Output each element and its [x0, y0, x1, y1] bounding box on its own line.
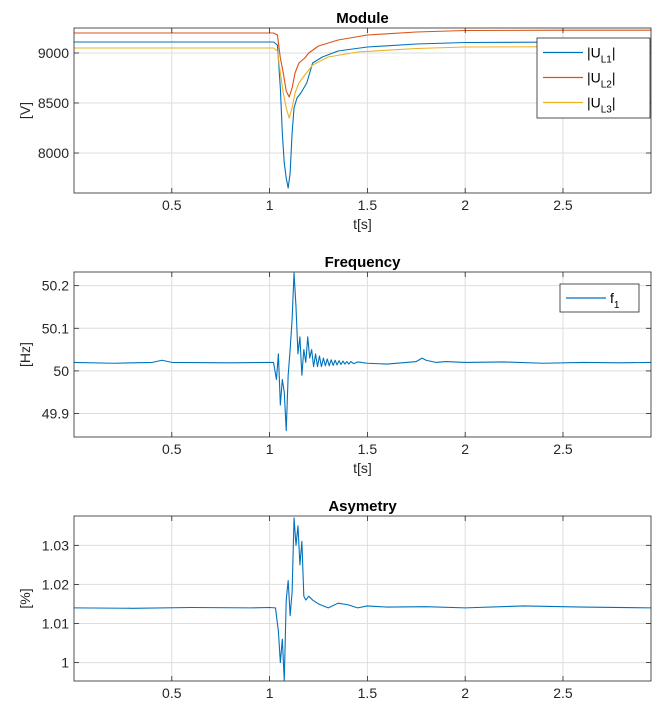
x-tick-label: 2 — [461, 685, 469, 701]
legend-entry-suffix: | — [612, 45, 616, 61]
chart-panel-0: 0.5 1 1.5 2 2.5800085009000Modulet[s][V]|UL1… — [17, 10, 652, 232]
y-tick-label: 1.01 — [42, 616, 69, 632]
legend-entry-2: |UL3| — [587, 95, 616, 116]
x-tick-label: 2.5 — [553, 197, 573, 213]
legend-entry-1: |UL2| — [587, 70, 616, 91]
legend: |UL1||UL2||UL3| — [536, 37, 651, 119]
x-tick-label: 1 — [266, 685, 274, 701]
legend-entry-0: f1 — [610, 290, 620, 311]
plot-area — [74, 272, 651, 437]
y-axis-label: [V] — [17, 102, 33, 119]
legend-entry-0: |UL1| — [587, 45, 616, 66]
x-tick-label: 2 — [461, 441, 469, 457]
legend-entry-suffix: | — [612, 70, 616, 86]
legend-entry-name: |U — [587, 95, 601, 111]
x-tick-label: 1 — [266, 441, 274, 457]
chart-panel-2: 0.5 1 1.5 2 2.5 1 1.01 1.02 1.03 Asymetry [%] — [17, 498, 652, 701]
y-tick-label: 1.03 — [42, 537, 69, 553]
y-axis-label: [Hz] — [17, 342, 33, 367]
chart-title: Module — [336, 10, 389, 27]
legend-entry-name: f — [610, 290, 614, 306]
x-tick-label: 0.5 — [162, 441, 182, 457]
x-tick-label: 0.5 — [162, 197, 182, 213]
chart-title: Frequency — [325, 254, 402, 271]
legend-entry-subscript: L2 — [601, 80, 613, 91]
x-tick-label: 0.5 — [162, 685, 182, 701]
x-tick-label: 2.5 — [553, 441, 573, 457]
series-line-0 — [74, 272, 651, 432]
y-tick-label: 50.1 — [42, 320, 69, 336]
legend: f1 — [559, 283, 640, 313]
y-tick-label: 1.02 — [42, 576, 69, 592]
x-axis-label: t[s] — [353, 460, 372, 476]
legend-entry-suffix: | — [612, 95, 616, 111]
y-tick-label: 8500 — [38, 95, 69, 111]
x-tick-label: 1.5 — [358, 685, 378, 701]
y-tick-label: 50 — [53, 363, 69, 379]
chart-panel-1: 0.5 1 1.5 2 2.5 49.9 50 50.1 50.2 Frequency t[s] [H… — [17, 254, 652, 476]
y-tick-label: 49.9 — [42, 406, 69, 422]
y-axis-label: [%] — [17, 588, 33, 608]
y-tick-label: 1 — [61, 655, 69, 671]
x-tick-label: 1.5 — [358, 197, 378, 213]
axes-box — [73, 27, 652, 194]
x-tick-label: 1.5 — [358, 441, 378, 457]
x-axis-label: t[s] — [353, 216, 372, 232]
x-tick-label: 1 — [266, 197, 274, 213]
series-line-0 — [74, 517, 651, 681]
x-tick-label: 2 — [461, 197, 469, 213]
axes-box — [73, 271, 652, 438]
legend-entry-subscript: L3 — [601, 105, 613, 116]
y-tick-label: 8000 — [38, 145, 69, 161]
axes-box — [73, 515, 652, 682]
chart-title: Asymetry — [328, 498, 397, 515]
legend-entry-subscript: 1 — [614, 300, 620, 311]
y-tick-label: 50.2 — [42, 278, 69, 294]
legend-entry-name: |U — [587, 70, 601, 86]
series-line-0 — [74, 41, 651, 189]
x-tick-label: 2.5 — [553, 685, 573, 701]
plot-area — [74, 516, 651, 681]
series-line-1 — [74, 29, 651, 98]
series-line-2 — [74, 46, 651, 119]
legend-entry-name: |U — [587, 45, 601, 61]
legend-entry-subscript: L1 — [601, 55, 613, 66]
y-tick-label: 9000 — [38, 45, 69, 61]
